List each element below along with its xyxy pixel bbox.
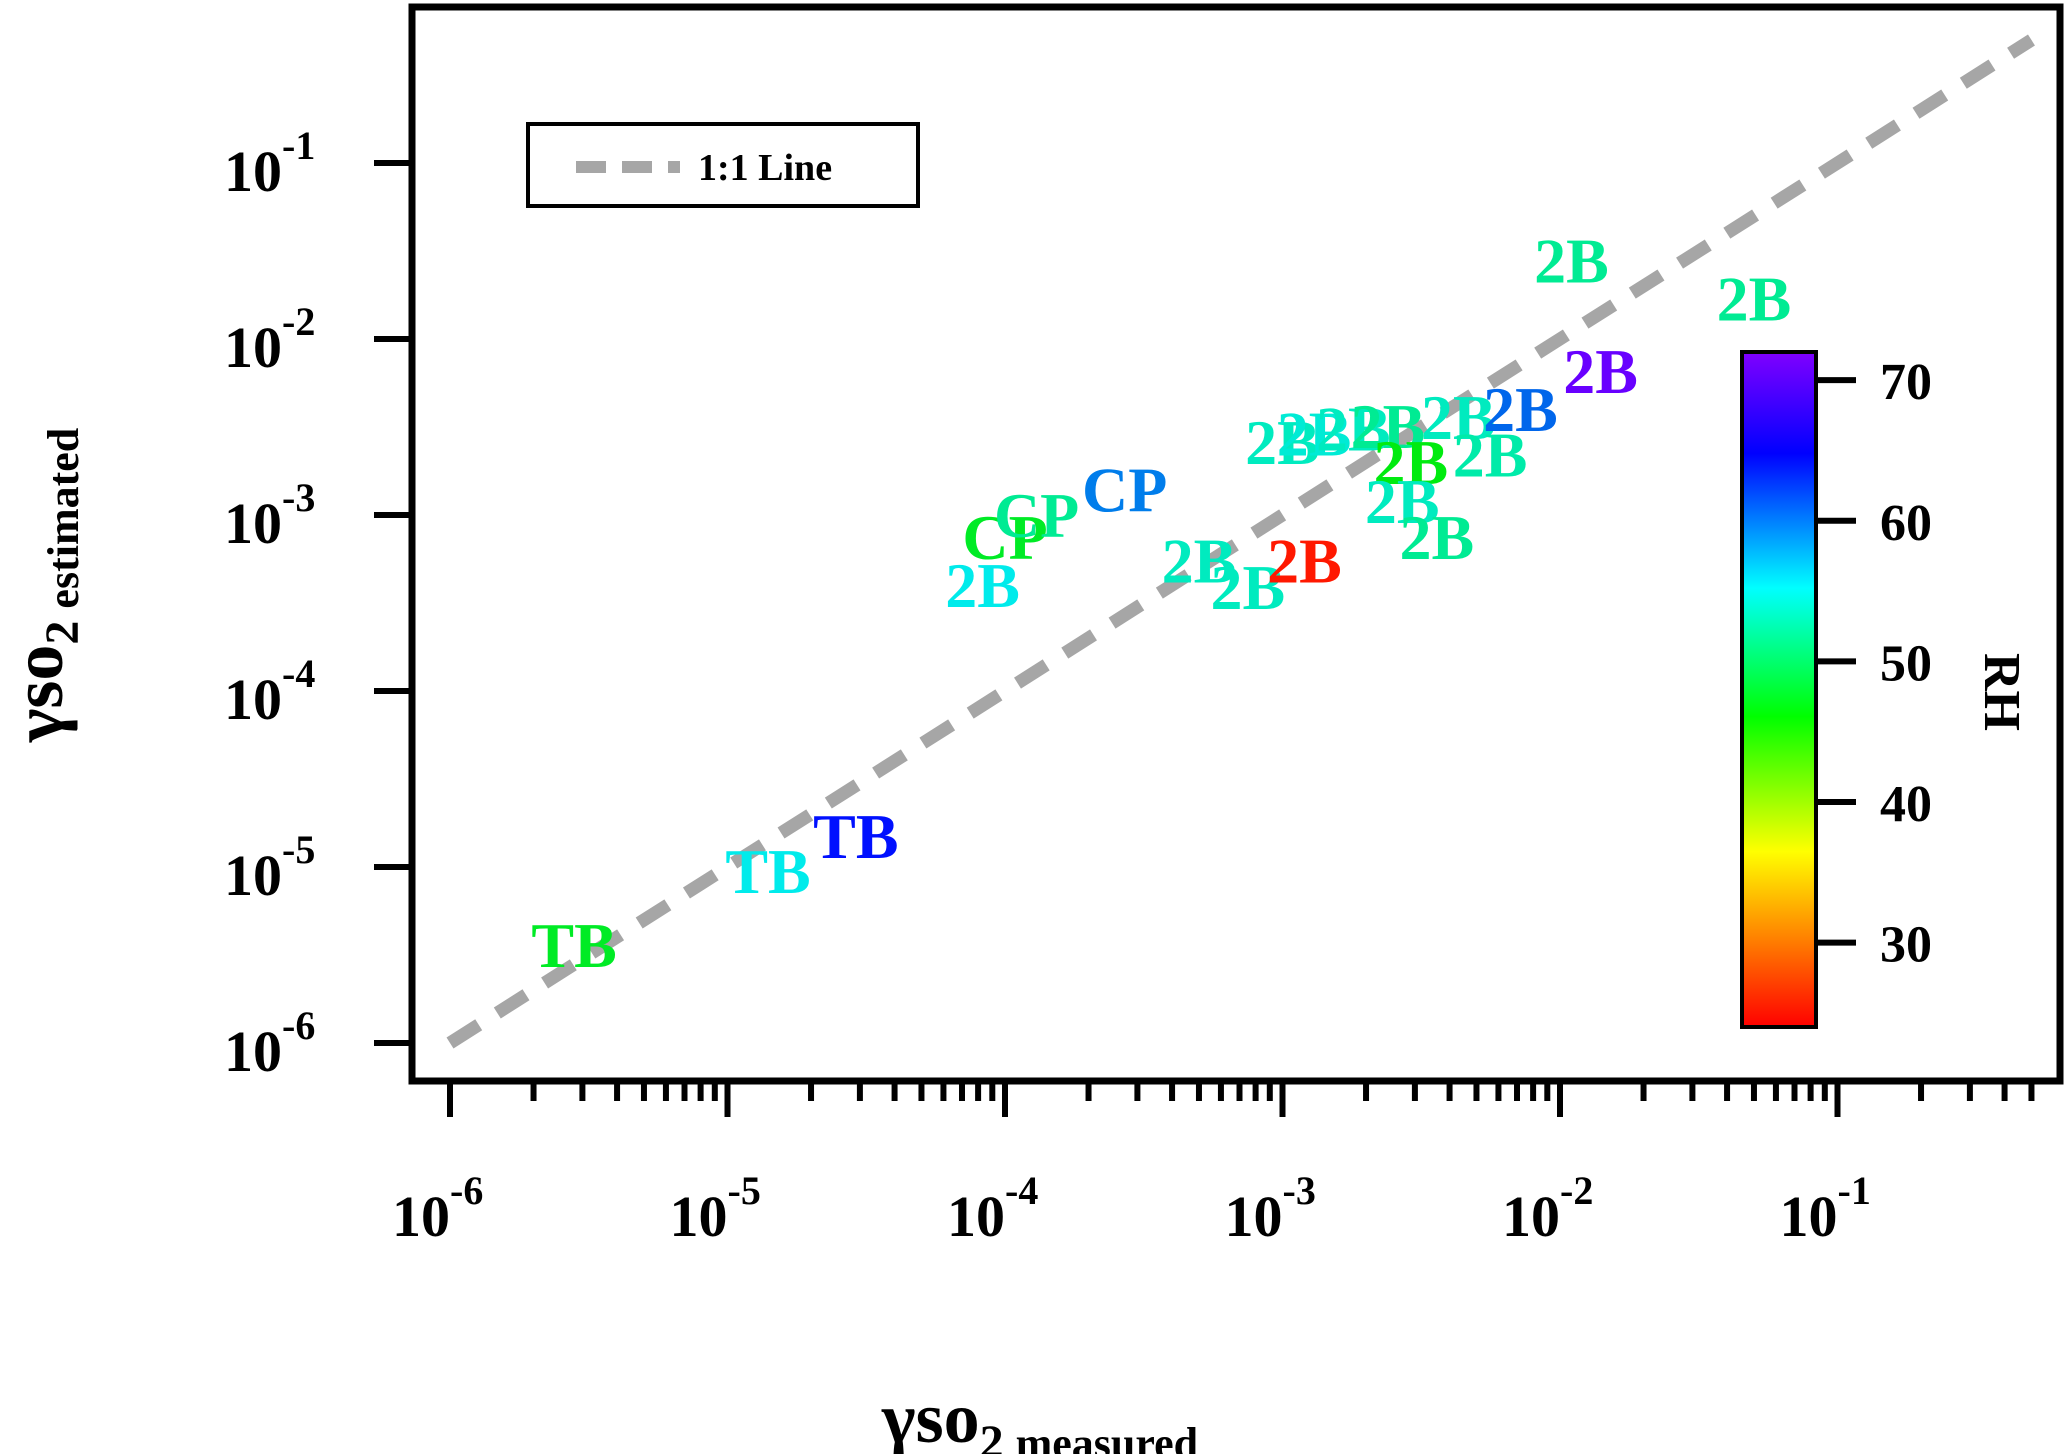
x-tick-label: 10-6 xyxy=(392,1168,483,1249)
data-point-label: 2B xyxy=(1717,263,1792,334)
x-tick-label: 10-4 xyxy=(947,1168,1038,1249)
x-tick-label-base: 10 xyxy=(947,1184,1005,1249)
x-tick-label-base: 10 xyxy=(1780,1184,1838,1249)
y-tick-label-exponent: -2 xyxy=(282,299,315,344)
data-point-label: 2B xyxy=(1400,502,1475,573)
data-point-label: 2B xyxy=(1534,225,1609,296)
x-tick-label: 10-3 xyxy=(1225,1168,1316,1249)
y-tick-label-base: 10 xyxy=(224,667,282,732)
plot-frame xyxy=(408,3,2064,1085)
y-tick-label: 10-5 xyxy=(224,827,315,908)
colorbar-ticks: 30 40 50 60 70 xyxy=(1816,354,1932,974)
y-axis-title-sub: 2 xyxy=(36,621,89,645)
x-axis-title-suffix: measured xyxy=(1016,1419,1199,1454)
x-tick-label: 10-1 xyxy=(1780,1168,1871,1249)
y-tick-label: 10-2 xyxy=(224,299,315,380)
x-tick-label-exponent: -5 xyxy=(728,1168,761,1213)
colorbar-label: RH xyxy=(1973,653,2030,731)
legend-label: 1:1 Line xyxy=(698,147,832,189)
x-tick-label-base: 10 xyxy=(1225,1184,1283,1249)
colorbar-tick-label: 60 xyxy=(1880,495,1932,552)
x-axis-title-main: γso xyxy=(881,1378,980,1454)
data-point-label: CP xyxy=(1082,454,1167,525)
y-axis: 10-610-510-410-310-210-1 xyxy=(224,123,412,1084)
x-axis-title-sub: 2 xyxy=(980,1416,1004,1454)
data-point-label: CP xyxy=(962,502,1047,573)
data-point-label: 2B xyxy=(1316,394,1391,465)
y-axis-title-suffix: estimated xyxy=(39,428,88,609)
y-tick-label-base: 10 xyxy=(224,843,282,908)
x-tick-label-base: 10 xyxy=(392,1184,450,1249)
legend: 1:1 Line xyxy=(526,122,920,208)
x-tick-label-exponent: -4 xyxy=(1005,1168,1038,1213)
one-to-one-line xyxy=(446,34,2035,1049)
y-tick-label-base: 10 xyxy=(224,1019,282,1084)
reference-line-layer xyxy=(446,34,2035,1049)
colorbar-tick-label: 40 xyxy=(1880,776,1932,833)
data-point-label: 2B xyxy=(1365,466,1440,537)
y-tick-label-base: 10 xyxy=(224,315,282,380)
x-tick-label-base: 10 xyxy=(670,1184,728,1249)
y-tick-label-exponent: -1 xyxy=(282,123,315,168)
y-tick-label: 10-6 xyxy=(224,1003,315,1084)
data-point-label: 2B xyxy=(1245,407,1320,478)
data-point-label: TB xyxy=(813,801,898,872)
data-point-label: 2B xyxy=(1162,526,1237,597)
y-tick-label-exponent: -5 xyxy=(282,827,315,872)
y-axis-title: γso2 estimated xyxy=(0,428,89,744)
x-tick-label-exponent: -1 xyxy=(1838,1168,1871,1213)
data-point-label: 2B xyxy=(1453,420,1528,491)
y-tick-label-base: 10 xyxy=(224,139,282,204)
x-tick-label-base: 10 xyxy=(1502,1184,1560,1249)
y-tick-label-exponent: -3 xyxy=(282,475,315,520)
colorbar: 30 40 50 60 70 RH xyxy=(1740,350,2030,1029)
data-point-label: 2B xyxy=(1421,382,1496,453)
colorbar-tick-label: 50 xyxy=(1880,635,1932,692)
y-tick-label: 10-4 xyxy=(224,651,315,732)
x-tick-label-exponent: -2 xyxy=(1560,1168,1593,1213)
colorbar-tick-label: 30 xyxy=(1880,917,1932,974)
data-point-label: 2B xyxy=(1277,399,1352,470)
data-point-label: TB xyxy=(725,836,810,907)
data-point-label: 2B xyxy=(1267,526,1342,597)
data-point-label: CP xyxy=(994,480,1079,551)
x-tick-label: 10-5 xyxy=(670,1168,761,1249)
data-point-label: 2B xyxy=(1563,336,1638,407)
y-tick-label-base: 10 xyxy=(224,491,282,556)
colorbar-gradient xyxy=(1740,350,1818,1029)
colorbar-tick-label: 70 xyxy=(1880,354,1932,411)
x-tick-label: 10-2 xyxy=(1502,1168,1593,1249)
y-axis-title-main: γso xyxy=(0,645,78,744)
data-point-label: 2B xyxy=(945,550,1020,621)
y-tick-label-exponent: -6 xyxy=(282,1003,315,1048)
x-axis: 10-6 10-5 10-4 10-3 10-2 10-1 xyxy=(392,1081,2035,1249)
data-point-label: 2B xyxy=(1351,391,1426,462)
x-axis-title: γso2 measured xyxy=(881,1378,1198,1454)
y-tick-label-exponent: -4 xyxy=(282,651,315,696)
data-point-label: TB xyxy=(531,910,616,981)
x-tick-label-exponent: -3 xyxy=(1283,1168,1316,1213)
data-point-label: 2B xyxy=(1483,374,1558,445)
x-tick-label-exponent: -6 xyxy=(450,1168,483,1213)
y-tick-label: 10-3 xyxy=(224,475,315,556)
data-point-label: 2B xyxy=(1210,552,1285,623)
data-point-label: 2B xyxy=(1373,427,1448,498)
y-tick-label: 10-1 xyxy=(224,123,315,204)
